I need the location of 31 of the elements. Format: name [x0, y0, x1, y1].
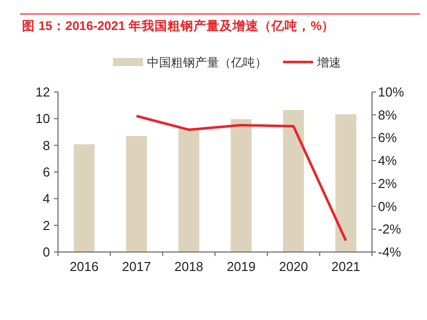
y2-tick-label: 4%: [378, 153, 398, 168]
y2-tick-label: 8%: [378, 107, 398, 122]
bar: [283, 110, 304, 252]
y-tick-label: 0: [42, 244, 50, 260]
y-tick-label: 12: [36, 84, 50, 100]
chart-title: 图 15：2016-2021 年我国粗钢产量及增速（亿吨，%）: [22, 18, 335, 33]
y-tick-label: 6: [42, 164, 50, 180]
x-tick-label: 2021: [331, 259, 360, 274]
x-tick-label: 2018: [174, 259, 204, 274]
legend-label: 中国粗钢产量（亿吨）: [147, 56, 267, 70]
bar: [230, 119, 252, 252]
legend-label: 增速: [316, 56, 341, 70]
y-tick-label: 8: [42, 138, 50, 153]
y-tick-label: 10: [36, 111, 50, 126]
y2-tick-label: 0%: [378, 198, 398, 214]
y-tick-label: 4: [42, 191, 50, 206]
x-tick-label: 2016: [70, 259, 99, 274]
bar: [126, 136, 147, 252]
y2-tick-label: -2%: [378, 222, 402, 237]
y-tick-label: 2: [42, 218, 50, 233]
y2-tick-label: 6%: [378, 130, 398, 146]
bar: [74, 144, 95, 252]
y2-tick-label: 10%: [378, 84, 404, 100]
y2-tick-label: 2%: [378, 176, 398, 191]
x-tick-label: 2017: [122, 259, 151, 274]
x-tick-label: 2020: [279, 259, 308, 274]
bar: [335, 114, 356, 252]
x-tick-label: 2019: [226, 259, 256, 274]
bar: [178, 128, 200, 252]
y2-tick-label: -4%: [378, 244, 402, 260]
line-series: [135, 114, 348, 242]
